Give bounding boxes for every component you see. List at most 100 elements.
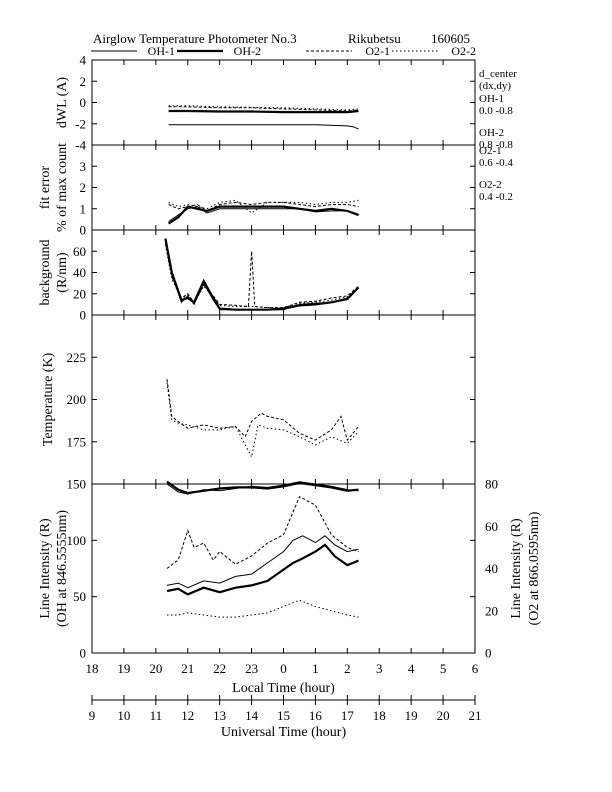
ut-tick-label: 17 xyxy=(341,708,355,723)
local-time-tick-label: 18 xyxy=(86,661,99,676)
series-oh-1 xyxy=(166,535,359,589)
panel-frame xyxy=(91,144,476,231)
series-o2-2 xyxy=(164,244,359,309)
y-tick-label: 0 xyxy=(80,308,87,323)
ut-tick-label: 16 xyxy=(309,708,323,723)
local-time-tick-label: 6 xyxy=(472,661,479,676)
ut-tick-label: 21 xyxy=(469,708,482,723)
d-center-value-0: 0.0 -0.8 xyxy=(479,105,513,117)
y-axis-label: Temperature (K) xyxy=(41,352,56,446)
series-o2-1 xyxy=(166,496,359,569)
local-time-tick-label: 4 xyxy=(408,661,415,676)
y-tick-label: 0 xyxy=(80,223,87,238)
panel-bg: 60 40 20 0 background (R/nm) xyxy=(38,229,476,323)
local-time-tick-label: 2 xyxy=(344,661,351,676)
title-date: 160605 xyxy=(431,31,470,46)
title-name: Airglow Temperature Photometer No.3 xyxy=(93,31,297,46)
legend-label-0: OH-1 xyxy=(148,44,175,58)
y-axis-label: Line Intensity (R) xyxy=(38,518,53,619)
d-center-title: d_center xyxy=(479,68,517,80)
series-oh-2 xyxy=(166,543,359,596)
d-center-subtitle: (dx,dy) xyxy=(479,80,511,92)
series-oh-1 xyxy=(168,124,359,130)
title-station: Rikubetsu xyxy=(348,31,401,46)
local-time-tick-label: 3 xyxy=(376,661,383,676)
y-axis-label: dWL (A) xyxy=(55,77,70,129)
local-time-tick-label: 22 xyxy=(213,661,226,676)
y-tick-label: -2 xyxy=(75,116,86,131)
legend-label-2: O2-1 xyxy=(365,44,390,58)
panel-frame xyxy=(91,314,476,485)
local-time-tick-label: 21 xyxy=(181,661,194,676)
ut-tick-label: 18 xyxy=(373,708,386,723)
ut-tick-label: 15 xyxy=(277,708,290,723)
d-center-name-1: OH-2 xyxy=(479,127,504,139)
panel-frame xyxy=(91,229,476,316)
d-center-value-3: 0.4 -0.2 xyxy=(479,191,513,203)
d-center-name-2: O2-1 xyxy=(479,145,502,157)
ut-tick-label: 14 xyxy=(245,708,259,723)
y-tick-label: 40 xyxy=(73,265,86,280)
ut-tick-label: 13 xyxy=(213,708,226,723)
d-center-name-3: O2-2 xyxy=(479,179,502,191)
series-o2-2 xyxy=(166,382,359,459)
local-time-axis-label: Local Time (hour) xyxy=(232,681,335,696)
local-time-tick-label: 5 xyxy=(440,661,447,676)
series-oh-2 xyxy=(164,238,360,311)
y-tick-label: 2 xyxy=(80,74,87,89)
y-tick-label: 150 xyxy=(67,477,87,492)
d-center-info: d_center(dx,dy)OH-10.0 -0.8OH-20.8 -0.8O… xyxy=(479,68,517,203)
y-right-axis-label: Line Intensity (R) xyxy=(509,518,524,619)
y-tick-label: 2 xyxy=(80,180,87,195)
ut-axis-label: Universal Time (hour) xyxy=(221,725,347,740)
y-tick-label: 225 xyxy=(67,350,87,365)
legend-label-1: OH-2 xyxy=(234,44,261,58)
panel-dwl: 4 2 0 -2 -4 dWL (A) xyxy=(55,53,476,153)
series-oh-2 xyxy=(168,109,359,114)
series-oh-2 xyxy=(167,205,359,225)
y-axis-label: background xyxy=(38,239,53,305)
ut-tick-label: 11 xyxy=(150,708,163,723)
ut-tick-label: 19 xyxy=(405,708,418,723)
panel-frame xyxy=(91,59,476,146)
local-time-tick-label: 1 xyxy=(312,661,319,676)
ut-tick-label: 10 xyxy=(117,708,130,723)
y-right-tick-label: 80 xyxy=(485,477,498,492)
y-right-tick-label: 60 xyxy=(485,519,498,534)
y-tick-label: 200 xyxy=(67,392,87,407)
y-right-tick-label: 20 xyxy=(485,603,498,618)
y-axis-label: fit error xyxy=(38,166,53,209)
d-center-value-1: 0.8 -0.8 xyxy=(479,139,513,151)
y-tick-label: 60 xyxy=(73,244,86,259)
series-o2-2 xyxy=(168,199,359,214)
ut-tick-label: 9 xyxy=(89,708,96,723)
chart-title: Airglow Temperature Photometer No.3 Riku… xyxy=(93,31,470,46)
y-tick-label: -4 xyxy=(75,138,86,153)
series-o2-1 xyxy=(166,379,359,442)
legend-label-3: O2-2 xyxy=(451,44,476,58)
y-tick-label: 0 xyxy=(80,646,87,661)
y-axis-label-2: (OH at 846.5555nm) xyxy=(55,510,70,627)
local-time-tick-label: 20 xyxy=(149,661,162,676)
y-right-axis-label-2: (O2 at 866.0595nm) xyxy=(527,511,542,625)
y-tick-label: 175 xyxy=(67,434,87,449)
legend: OH-1 OH-2 O2-1 O2-2 xyxy=(91,44,476,58)
series-o2-2 xyxy=(168,105,359,111)
local-time-tick-label: 19 xyxy=(117,661,130,676)
y-axis-label-2: % of max count xyxy=(55,143,70,232)
y-right-tick-label: 40 xyxy=(485,561,498,576)
d-center-value-2: 0.6 -0.4 xyxy=(479,157,513,169)
panel-temp: 225 200 175 Temperature (K) xyxy=(41,314,476,485)
y-tick-label: 0 xyxy=(80,95,87,110)
y-right-tick-label: 0 xyxy=(485,646,492,661)
y-tick-label: 3 xyxy=(80,159,87,174)
panel-fit: 3 2 1 0 fit error% of max count xyxy=(38,143,476,238)
local-time-tick-label: 23 xyxy=(245,661,258,676)
y-tick-label: 20 xyxy=(73,286,86,301)
series-o2-1 xyxy=(164,242,359,309)
y-axis-label-2: (R/nm) xyxy=(55,252,70,293)
series-o2-2 xyxy=(167,599,359,618)
